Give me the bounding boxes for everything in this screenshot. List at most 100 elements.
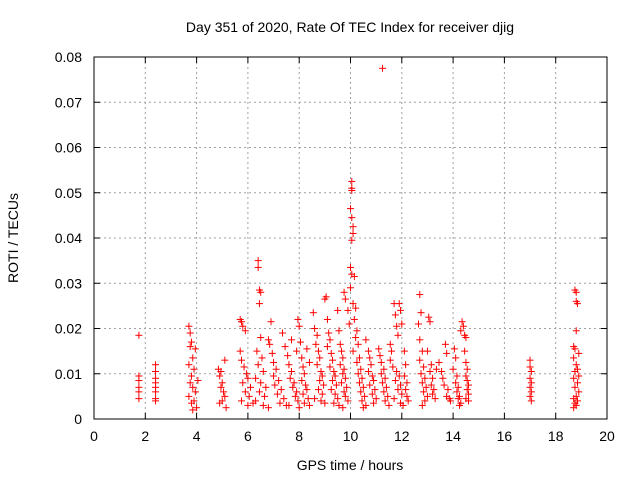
- data-point: [381, 374, 389, 382]
- data-point: [463, 365, 471, 373]
- data-point: [527, 397, 535, 405]
- data-point: [359, 404, 367, 412]
- data-point: [574, 300, 582, 308]
- data-point: [570, 395, 578, 403]
- data-point: [391, 311, 399, 319]
- data-point: [370, 377, 378, 385]
- data-point: [526, 363, 534, 371]
- data-point: [377, 358, 385, 366]
- data-point: [241, 388, 249, 396]
- data-point: [571, 345, 579, 353]
- data-point: [376, 352, 384, 360]
- data-point: [341, 374, 349, 382]
- data-point: [574, 379, 582, 387]
- data-point: [416, 291, 424, 299]
- data-point: [277, 386, 285, 394]
- data-point: [391, 377, 399, 385]
- data-point: [339, 404, 347, 412]
- data-point: [189, 354, 197, 362]
- data-point: [295, 322, 303, 330]
- data-point: [461, 347, 469, 355]
- data-point: [254, 361, 262, 369]
- data-point: [217, 367, 225, 375]
- data-point: [458, 318, 466, 326]
- data-point: [268, 349, 276, 357]
- data-point: [288, 336, 296, 344]
- data-point: [298, 377, 306, 385]
- data-point: [349, 300, 357, 308]
- data-point: [463, 377, 471, 385]
- data-point: [330, 367, 338, 375]
- x-tick-label: 2: [141, 428, 149, 444]
- data-point: [295, 404, 303, 412]
- data-point: [267, 318, 275, 326]
- data-point: [417, 370, 425, 378]
- data-point: [386, 340, 394, 348]
- data-point: [273, 390, 281, 398]
- data-point: [311, 325, 319, 332]
- data-point: [323, 315, 331, 323]
- data-point: [340, 365, 348, 373]
- data-point: [344, 397, 352, 405]
- data-point: [456, 401, 464, 409]
- data-point: [423, 347, 431, 355]
- data-point: [290, 379, 298, 387]
- data-point: [526, 374, 534, 382]
- data-point: [194, 377, 202, 385]
- data-point: [526, 383, 534, 391]
- data-point: [241, 327, 249, 335]
- data-point: [258, 354, 266, 362]
- data-point: [371, 386, 379, 394]
- data-point: [285, 361, 293, 369]
- data-point: [348, 177, 356, 185]
- data-point: [152, 397, 160, 405]
- data-point: [353, 327, 361, 335]
- data-point: [457, 327, 465, 335]
- data-point: [352, 304, 360, 312]
- data-point: [394, 331, 402, 339]
- data-point: [311, 395, 319, 403]
- data-point: [575, 349, 583, 357]
- data-point: [364, 367, 372, 375]
- data-point: [354, 340, 362, 348]
- data-point: [339, 354, 347, 362]
- data-point: [426, 318, 434, 326]
- data-point: [288, 367, 296, 375]
- data-point: [243, 370, 251, 378]
- data-point: [239, 322, 247, 330]
- data-point: [341, 295, 349, 303]
- data-point: [305, 401, 313, 409]
- data-point: [237, 397, 245, 405]
- data-point: [293, 347, 301, 355]
- data-point: [462, 358, 470, 366]
- data-point: [362, 336, 370, 344]
- data-point: [389, 363, 397, 371]
- data-point: [284, 352, 292, 360]
- data-point: [361, 392, 369, 400]
- data-point: [571, 367, 579, 375]
- data-point: [427, 381, 435, 389]
- data-point: [372, 395, 380, 403]
- data-point: [390, 395, 398, 403]
- data-point: [300, 399, 308, 407]
- data-point: [350, 315, 358, 323]
- data-point: [335, 327, 343, 335]
- data-point: [254, 257, 262, 265]
- data-point: [240, 363, 248, 371]
- data-point: [286, 374, 294, 382]
- data-point: [259, 367, 267, 375]
- data-point: [464, 390, 472, 398]
- data-point: [447, 397, 455, 405]
- data-point: [571, 383, 579, 391]
- data-point: [299, 390, 307, 398]
- data-point: [350, 272, 358, 280]
- data-point: [358, 374, 366, 382]
- data-point: [377, 370, 385, 378]
- data-point: [575, 372, 583, 380]
- data-point: [189, 383, 197, 391]
- data-point: [187, 399, 195, 407]
- data-point: [379, 64, 387, 72]
- data-point: [417, 309, 425, 317]
- data-point: [338, 347, 346, 355]
- grid: [94, 57, 607, 419]
